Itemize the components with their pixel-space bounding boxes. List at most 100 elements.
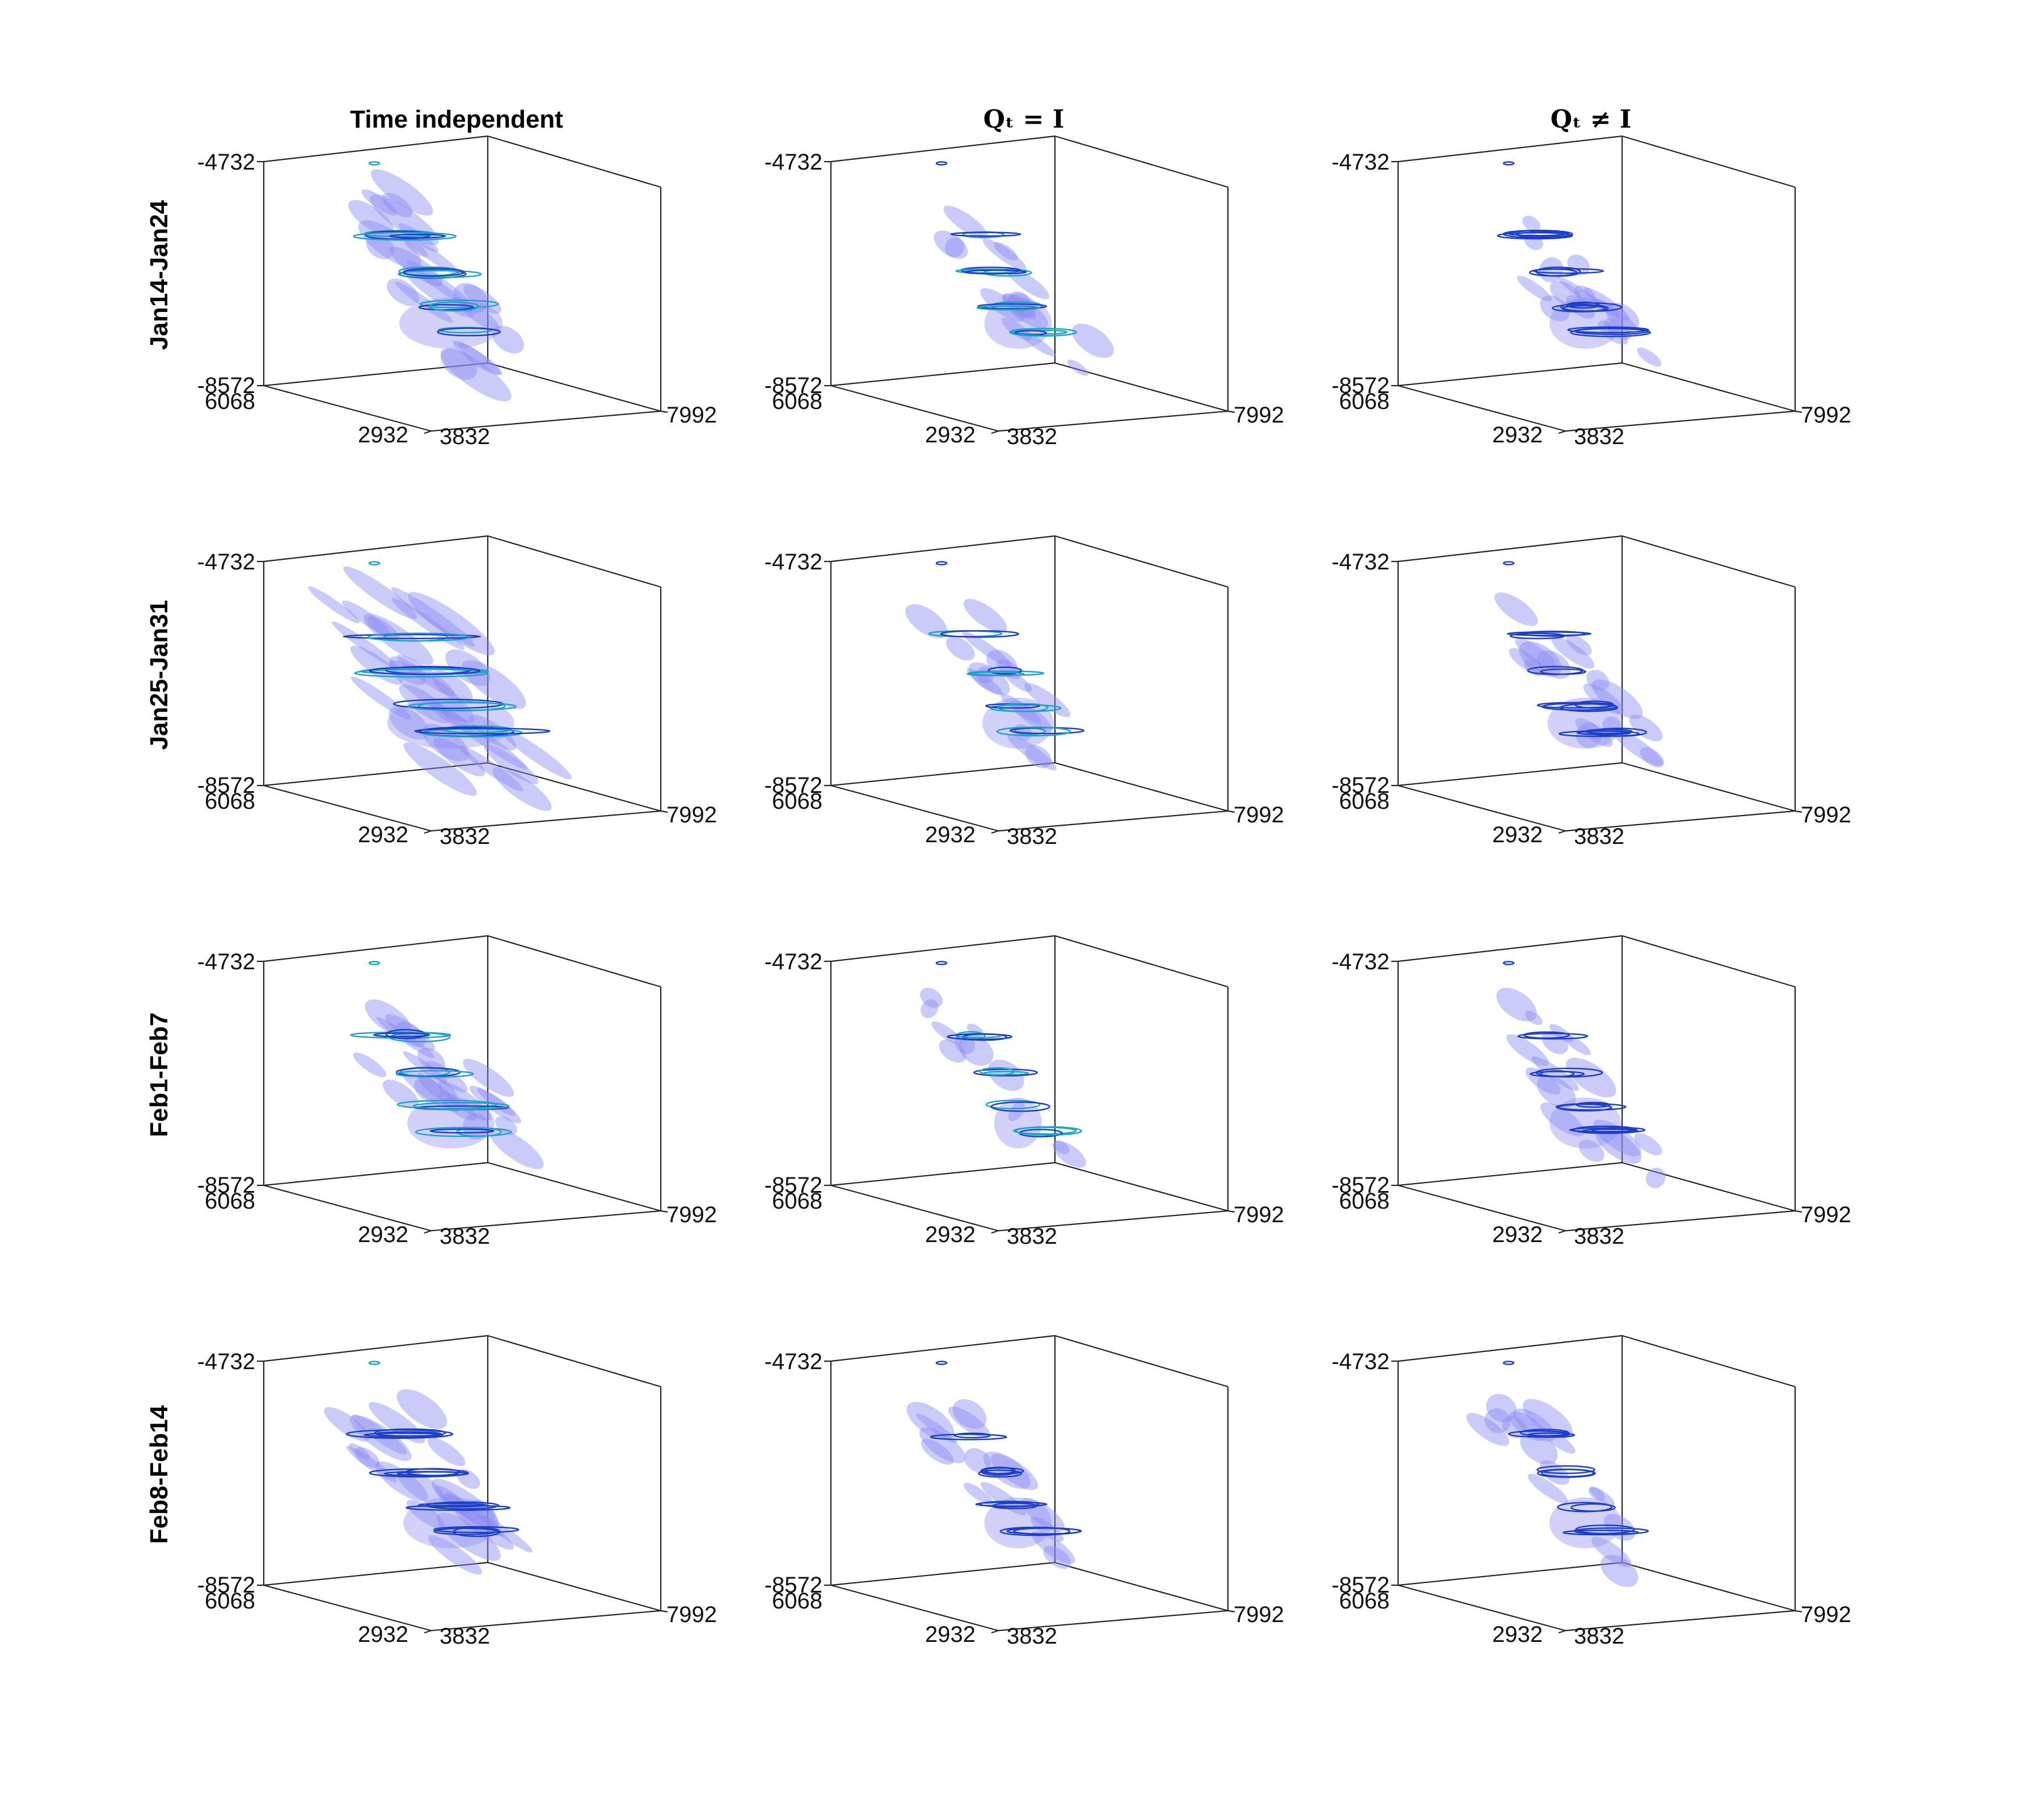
contour-slice (979, 1067, 1015, 1076)
isosurface-patch (1527, 1473, 1568, 1504)
isosurface-patch (921, 1439, 954, 1465)
tick-mark (424, 830, 432, 834)
isosurface-patch (395, 1021, 426, 1047)
y-tick-label-start: 3832 (440, 424, 490, 449)
contour-slice (1502, 229, 1573, 239)
contour-slice (1517, 1032, 1589, 1040)
box-edge (1622, 1335, 1796, 1388)
tick-mark (660, 410, 668, 413)
box-edge (830, 762, 1056, 787)
isosurface-patch (1594, 1127, 1642, 1164)
tick-mark (1795, 410, 1802, 413)
box-edge (263, 1162, 488, 1186)
contour-slice (1574, 700, 1614, 709)
contour-slice (367, 632, 470, 642)
x-tick-label-end: 2932 (925, 1222, 976, 1247)
tick-mark (1558, 1230, 1566, 1234)
x-axis-line (830, 784, 999, 832)
isosurface-patch (1600, 1555, 1639, 1587)
x-axis-line (263, 784, 432, 832)
box-edge (487, 135, 661, 188)
y-tick-label-start: 3832 (440, 824, 490, 849)
contour-slice (429, 1128, 495, 1134)
contour-slice (354, 668, 489, 678)
contour-slice (343, 634, 482, 639)
isosurface-patch (1517, 276, 1552, 302)
isosurface-patch (1589, 1487, 1615, 1506)
isosurface-patch (1576, 723, 1602, 748)
x-tick-label-end: 2932 (1492, 1622, 1543, 1647)
x-axis-line (263, 385, 432, 432)
box-edge (1622, 935, 1796, 988)
y-axis-line (430, 410, 661, 432)
x-axis-line (830, 385, 999, 432)
box-edge (830, 1335, 1056, 1362)
y-tick-label-end: 7992 (666, 1202, 717, 1227)
z-tick-label-bottom: -8572 (197, 373, 255, 398)
column-title-qt_neq_i: Qₜ ≠ I (1551, 105, 1632, 134)
x-axis-line (1398, 1584, 1566, 1632)
x-tick-label-end: 2932 (358, 423, 408, 447)
isosurface-patch (353, 1052, 387, 1078)
contour-slice (985, 1100, 1041, 1109)
contour-slice (1529, 1070, 1585, 1078)
x-tick-label-end: 2932 (1492, 1222, 1543, 1247)
isosurface-patch (1052, 1141, 1086, 1168)
isosurface-patch (916, 1413, 958, 1443)
isosurface-patch (406, 260, 474, 308)
contour-slice (363, 1432, 444, 1438)
isosurface-patch (445, 649, 491, 686)
isosurface-patch (1550, 280, 1582, 308)
box-edge (263, 935, 488, 962)
isosurface-patch (1565, 1057, 1616, 1098)
contour-slice (1013, 1527, 1081, 1535)
isosurface-patch (1583, 683, 1624, 715)
contour-slice-top (368, 961, 381, 965)
isosurface-patch (1574, 285, 1595, 303)
isosurface-patch (441, 708, 528, 770)
contour-slice (1575, 1525, 1635, 1535)
isosurface-patch (1640, 747, 1665, 767)
contour-slice (997, 703, 1049, 712)
contour-slice (963, 269, 1027, 275)
box-edge (1054, 362, 1228, 412)
isosurface-patch (364, 613, 433, 665)
isosurface-patch (962, 631, 1011, 667)
row-label: Jan14-Jan24 (145, 200, 173, 350)
isosurface-patch (332, 621, 399, 669)
contour-slice (950, 231, 1021, 237)
contour-slice (1551, 303, 1609, 313)
x-tick-label-end: 2932 (358, 822, 408, 847)
x-tick-label-start: 6068 (772, 1189, 822, 1214)
contour-slice-top (935, 161, 948, 166)
x-tick-label-end: 2932 (1492, 822, 1543, 847)
box-edge (1398, 1162, 1623, 1186)
x-axis-line (263, 1184, 432, 1232)
x-tick-label-end: 2932 (925, 1622, 976, 1647)
isosurface-patch (389, 656, 426, 686)
z-tick-label-top: -4732 (765, 949, 822, 974)
contour-slice (1589, 728, 1648, 737)
box-edge (1622, 1162, 1796, 1212)
isosurface-body (994, 1097, 1042, 1148)
y-axis-line (1565, 1610, 1796, 1632)
tick-mark (991, 830, 999, 834)
tick-mark (424, 1230, 432, 1234)
isosurface-patch (1578, 1139, 1605, 1162)
box-edge (263, 762, 488, 787)
z-tick-label-top: -4732 (765, 150, 822, 175)
tick-mark (1227, 410, 1235, 413)
isosurface-patch (351, 676, 412, 720)
isosurface-patch (1018, 329, 1056, 357)
isosurface-patch (348, 200, 395, 236)
y-tick-label-start: 3832 (440, 1624, 490, 1649)
box-edge (1054, 762, 1228, 812)
isosurface-patch (1519, 641, 1562, 677)
contour-slice-top (935, 1361, 948, 1365)
x-tick-label-start: 6068 (1339, 1189, 1390, 1214)
contour-slice (930, 1433, 1007, 1441)
tick-mark (660, 1210, 668, 1213)
tick-mark (660, 1610, 668, 1613)
